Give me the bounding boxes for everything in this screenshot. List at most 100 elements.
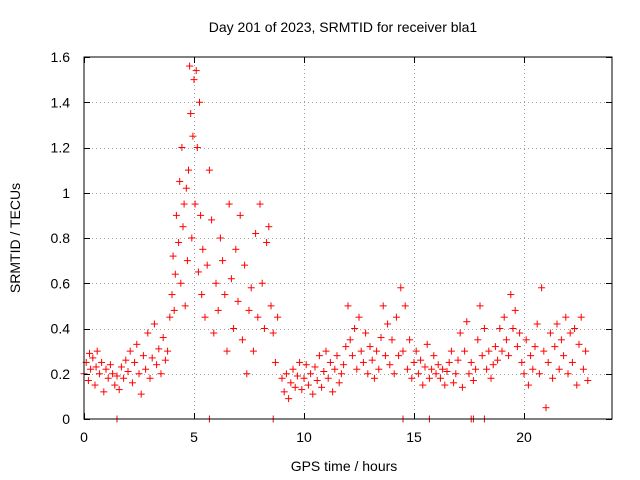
- data-point: [267, 302, 275, 310]
- data-point: [450, 379, 458, 387]
- data-point: [527, 352, 535, 360]
- data-point: [170, 306, 178, 314]
- data-point: [265, 223, 273, 231]
- y-tick-label: 0.6: [51, 275, 71, 291]
- data-point: [502, 336, 510, 344]
- y-tick-label: 0: [62, 411, 70, 427]
- y-tick-labels: 0 0.2 0.4 0.6 0.8 1 1.2 1.4 1.6: [51, 49, 71, 427]
- x-tick-label: 10: [296, 429, 312, 445]
- data-point: [331, 365, 339, 373]
- data-point: [187, 110, 195, 118]
- data-point: [223, 347, 231, 355]
- data-point: [542, 404, 550, 412]
- data-point: [370, 374, 378, 382]
- data-point: [95, 370, 103, 378]
- data-point: [298, 386, 306, 394]
- data-point: [157, 370, 165, 378]
- data-point: [359, 358, 367, 366]
- data-point: [168, 291, 176, 299]
- data-point: [500, 313, 508, 321]
- data-point: [91, 381, 99, 389]
- data-point: [216, 234, 224, 242]
- data-point: [412, 347, 420, 355]
- data-point: [109, 370, 117, 378]
- data-point: [243, 370, 251, 378]
- data-point: [375, 365, 383, 373]
- data-point: [247, 284, 255, 292]
- data-point: [311, 363, 319, 371]
- data-point: [155, 345, 163, 353]
- data-point: [342, 343, 350, 351]
- data-point: [467, 358, 475, 366]
- data-point: [535, 370, 543, 378]
- data-point: [241, 261, 249, 269]
- data-point: [348, 352, 356, 360]
- data-point: [439, 365, 447, 373]
- data-point: [384, 320, 392, 328]
- data-point: [476, 302, 484, 310]
- data-point: [185, 166, 192, 174]
- data-point: [362, 329, 370, 337]
- data-point: [487, 374, 495, 382]
- data-point: [390, 370, 398, 378]
- data-point: [122, 356, 130, 364]
- data-point: [84, 377, 92, 385]
- data-point: [271, 358, 279, 366]
- data-point: [377, 334, 385, 342]
- data-point: [551, 343, 559, 351]
- data-point: [524, 381, 532, 389]
- data-point: [436, 374, 444, 382]
- grid: [84, 57, 612, 419]
- data-point: [531, 343, 539, 351]
- data-point: [137, 390, 145, 398]
- y-tick-label: 1.6: [51, 49, 71, 65]
- data-point: [346, 336, 354, 344]
- data-point: [278, 374, 286, 382]
- data-point: [571, 325, 579, 332]
- data-point: [516, 329, 524, 337]
- data-point: [293, 372, 301, 380]
- data-point: [445, 358, 453, 366]
- data-point: [566, 329, 574, 337]
- data-point: [93, 347, 101, 355]
- data-point: [291, 383, 299, 391]
- data-point: [489, 361, 497, 369]
- x-tick-label: 5: [190, 429, 198, 445]
- data-point: [238, 336, 246, 344]
- data-point: [549, 374, 557, 382]
- data-point: [335, 379, 343, 387]
- data-point: [171, 270, 179, 278]
- data-point: [188, 234, 196, 242]
- data-point: [249, 347, 257, 355]
- data-point: [538, 284, 546, 292]
- data-point: [175, 239, 183, 247]
- y-tick-label: 1.4: [51, 94, 71, 110]
- data-point: [142, 365, 150, 373]
- data-point: [355, 313, 363, 321]
- data-point: [441, 381, 449, 389]
- data-point: [540, 347, 548, 355]
- data-point: [232, 245, 240, 253]
- data-point: [520, 370, 528, 378]
- data-point: [236, 211, 244, 219]
- data-point: [177, 279, 185, 287]
- data-point: [144, 329, 152, 337]
- data-point: [322, 347, 330, 355]
- data-point: [120, 374, 128, 382]
- x-tick-labels: 0 5 10 15 20: [80, 429, 532, 445]
- data-point: [117, 363, 125, 371]
- data-point: [280, 388, 288, 396]
- data-point: [190, 76, 198, 84]
- data-point: [340, 361, 348, 369]
- data-point: [208, 216, 216, 224]
- data-point: [414, 370, 422, 378]
- data-point: [544, 358, 552, 366]
- data-point: [579, 365, 587, 373]
- data-point: [478, 352, 486, 360]
- data-point: [353, 365, 361, 373]
- data-point: [423, 340, 431, 348]
- data-point: [300, 374, 308, 382]
- data-point: [100, 388, 108, 396]
- data-point: [480, 325, 488, 332]
- data-point: [176, 177, 184, 185]
